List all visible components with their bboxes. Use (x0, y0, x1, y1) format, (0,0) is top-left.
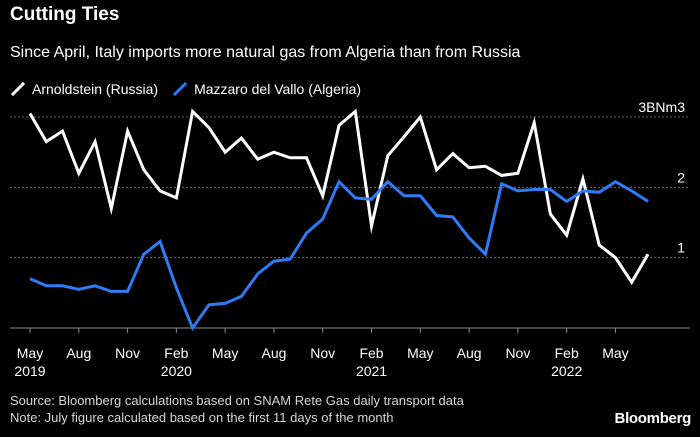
x-tick-label: Nov (505, 345, 530, 361)
footnote: Note: July figure calculated based on th… (10, 410, 394, 425)
legend-item-algeria: Mazzaro del Vallo (Algeria) (172, 81, 361, 97)
x-tick-year-label: 2019 (14, 363, 45, 379)
x-tick-label: Feb (359, 345, 383, 361)
y-tick-label: 1 (677, 240, 685, 256)
legend-swatch-russia (10, 82, 26, 96)
x-tick-label: May (407, 345, 433, 361)
chart-subtitle: Since April, Italy imports more natural … (10, 44, 521, 61)
source-note: Source: Bloomberg calculations based on … (10, 393, 464, 408)
x-tick-label: Aug (261, 345, 286, 361)
y-tick-label: 2 (677, 169, 685, 185)
x-tick-label: Feb (555, 345, 579, 361)
x-tick-label: Nov (115, 345, 140, 361)
x-tick-label: May (602, 345, 628, 361)
x-tick-label: Aug (457, 345, 482, 361)
x-tick-year-label: 2022 (551, 363, 582, 379)
bloomberg-logo: Bloomberg (614, 410, 692, 427)
x-tick-year-label: 2021 (356, 363, 387, 379)
y-tick-label: 3BNm3 (638, 99, 685, 115)
chart-title: Cutting Ties (10, 4, 120, 25)
x-tick-label: Nov (310, 345, 335, 361)
series-line-russia (28, 108, 650, 286)
series-line-algeria (29, 179, 649, 332)
x-tick-label: Feb (164, 345, 188, 361)
x-tick-label: May (17, 345, 43, 361)
legend-swatch-algeria (172, 82, 188, 96)
legend-label-russia: Arnoldstein (Russia) (32, 81, 159, 97)
x-tick-label: Aug (66, 345, 91, 361)
x-tick-year-label: 2020 (161, 363, 192, 379)
x-tick-label: May (212, 345, 238, 361)
chart-footnotes: Source: Bloomberg calculations based on … (10, 392, 464, 426)
legend-item-russia: Arnoldstein (Russia) (10, 81, 158, 97)
chart-legend: Arnoldstein (Russia) Mazzaro del Vallo (… (10, 81, 375, 97)
legend-label-algeria: Mazzaro del Vallo (Algeria) (194, 81, 362, 97)
